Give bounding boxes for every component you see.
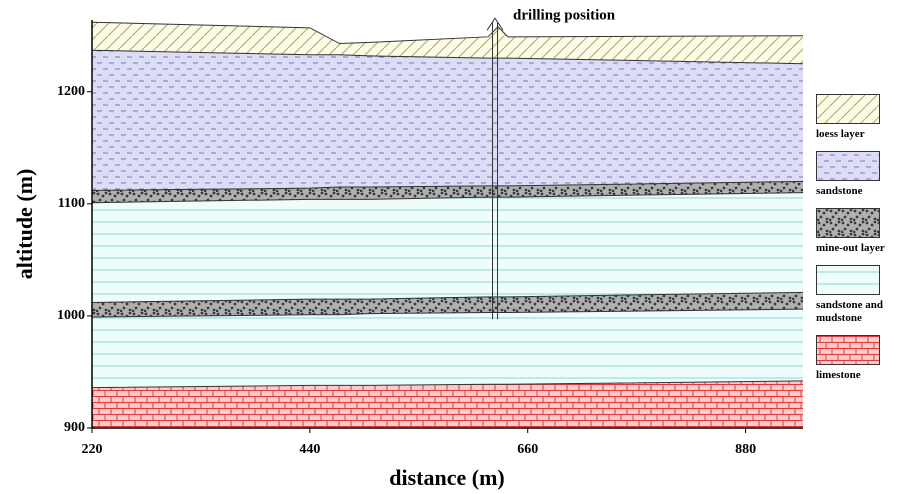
legend-item: limestone — [816, 335, 904, 382]
y-tick-label: 1100 — [58, 196, 85, 211]
layer-fill — [92, 309, 803, 388]
layer-fill — [92, 192, 803, 303]
layer-fill — [92, 181, 803, 203]
y-axis-title: altitude (m) — [12, 169, 37, 280]
y-tick-label: 1000 — [57, 308, 85, 323]
drill-rig — [486, 17, 504, 31]
legend-swatch — [816, 208, 880, 238]
legend: loess layer sandstone mine-out layer sandst… — [816, 94, 904, 382]
x-axis-title: distance (m) — [389, 465, 504, 490]
legend-swatch — [816, 335, 880, 365]
layer-boundary — [91, 192, 804, 204]
annotation: drilling position — [513, 7, 616, 23]
x-tick-label: 660 — [517, 442, 538, 457]
legend-swatch — [816, 94, 880, 124]
layer-boundary — [91, 308, 804, 318]
legend-label: mine-out layer — [816, 242, 885, 254]
legend-label: sandstone and mudstone — [816, 299, 883, 324]
legend-swatch — [816, 151, 880, 181]
layer-fill — [92, 50, 803, 191]
legend-label: limestone — [816, 369, 861, 381]
layer-fill — [92, 22, 803, 64]
legend-label: loess layer — [816, 128, 865, 140]
layer-boundary — [91, 21, 804, 45]
layer-boundary — [91, 380, 804, 389]
legend-label: sandstone — [816, 185, 863, 197]
layer-boundary — [91, 49, 804, 65]
legend-item: mine-out layer — [816, 208, 904, 255]
x-tick-label: 880 — [735, 442, 756, 457]
x-tick-label: 220 — [82, 442, 103, 457]
legend-item: sandstone — [816, 151, 904, 198]
layer-boundary — [91, 291, 804, 303]
legend-item: loess layer — [816, 94, 904, 141]
legend-item: sandstone and mudstone — [816, 265, 904, 325]
y-tick-label: 900 — [64, 420, 85, 435]
legend-swatch — [816, 265, 880, 295]
x-tick-label: 440 — [299, 442, 320, 457]
layer-fill — [92, 380, 803, 428]
y-tick-label: 1200 — [57, 84, 85, 99]
layer-boundary — [91, 180, 804, 191]
